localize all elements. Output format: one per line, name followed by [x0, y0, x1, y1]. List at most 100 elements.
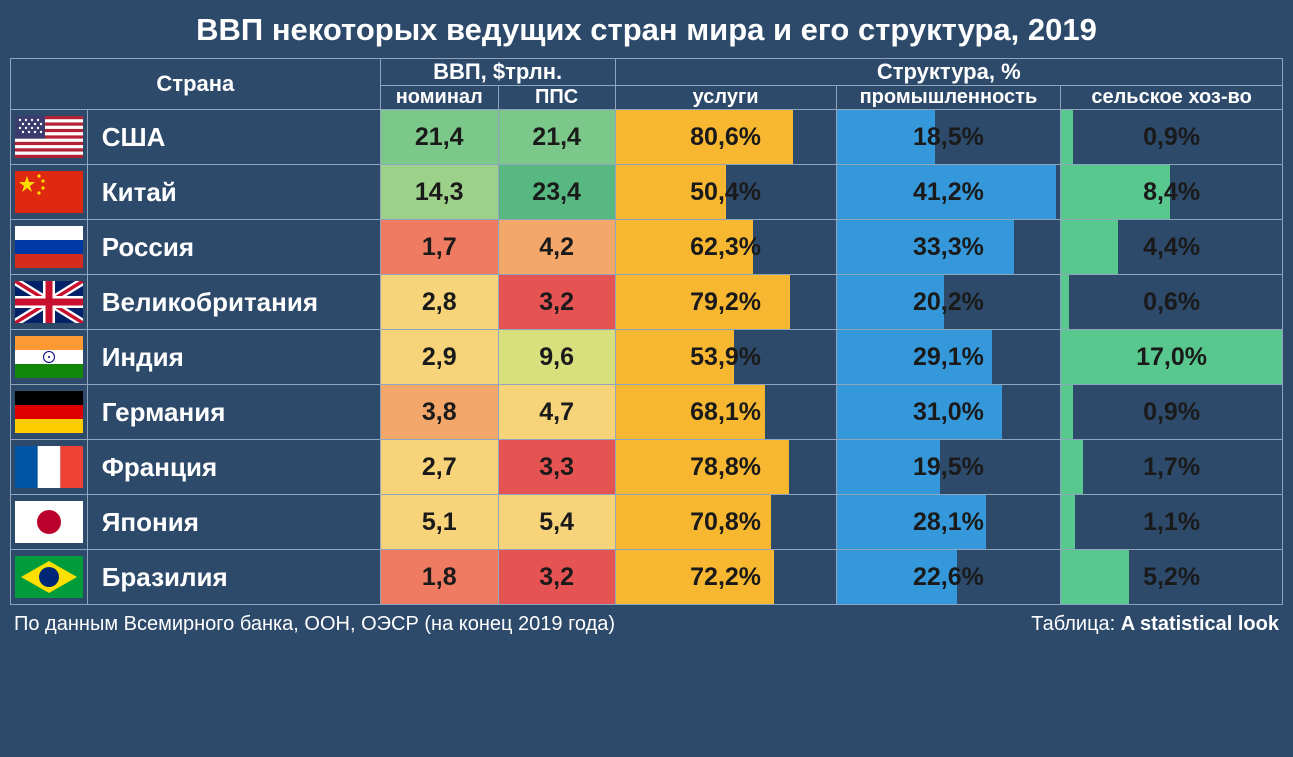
flag-germany-icon	[11, 385, 88, 440]
services-cell: 53,9%	[615, 330, 836, 385]
agriculture-value: 0,9%	[1143, 385, 1200, 439]
country-name: Германия	[87, 385, 380, 440]
industry-value: 20,2%	[913, 275, 984, 329]
agriculture-cell: 4,4%	[1061, 220, 1283, 275]
industry-cell: 29,1%	[836, 330, 1061, 385]
industry-cell: 33,3%	[836, 220, 1061, 275]
agriculture-value: 1,7%	[1143, 440, 1200, 494]
industry-cell: 22,6%	[836, 550, 1061, 605]
industry-cell: 31,0%	[836, 385, 1061, 440]
gdp-ppp: 5,4	[498, 495, 615, 550]
agriculture-cell: 1,7%	[1061, 440, 1283, 495]
gdp-infographic: ВВП некоторых ведущих стран мира и его с…	[0, 0, 1293, 757]
services-cell: 80,6%	[615, 110, 836, 165]
agriculture-value: 8,4%	[1143, 165, 1200, 219]
country-name: Бразилия	[87, 550, 380, 605]
gdp-nominal: 21,4	[380, 110, 498, 165]
table-row: Бразилия1,83,272,2%22,6%5,2%	[11, 550, 1283, 605]
country-name: Великобритания	[87, 275, 380, 330]
gdp-ppp: 21,4	[498, 110, 615, 165]
industry-value: 29,1%	[913, 330, 984, 384]
flag-uk-icon	[11, 275, 88, 330]
agriculture-cell: 17,0%	[1061, 330, 1283, 385]
industry-cell: 41,2%	[836, 165, 1061, 220]
th-industry: промышленность	[836, 86, 1061, 110]
agriculture-cell: 0,6%	[1061, 275, 1283, 330]
industry-cell: 19,5%	[836, 440, 1061, 495]
table-row: Франция2,73,3 78,8% 19,5% 1,7%	[11, 440, 1283, 495]
table-row: Великобритания2,83,2 79,2% 20,2% 0,6%	[11, 275, 1283, 330]
services-cell: 78,8%	[615, 440, 836, 495]
th-services: услуги	[615, 86, 836, 110]
gdp-nominal: 2,7	[380, 440, 498, 495]
flag-japan-icon	[11, 495, 88, 550]
country-name: Китай	[87, 165, 380, 220]
services-cell: 68,1%	[615, 385, 836, 440]
footer: По данным Всемирного банка, ООН, ОЭСР (н…	[10, 605, 1283, 636]
gdp-nominal: 1,8	[380, 550, 498, 605]
agriculture-value: 5,2%	[1143, 550, 1200, 604]
agriculture-bar	[1061, 220, 1118, 274]
country-name: США	[87, 110, 380, 165]
industry-value: 22,6%	[913, 550, 984, 604]
gdp-ppp: 3,2	[498, 550, 615, 605]
table-row: США21,421,480,6%18,5%0,9%	[11, 110, 1283, 165]
industry-value: 33,3%	[913, 220, 984, 274]
agriculture-value: 0,6%	[1143, 275, 1200, 329]
gdp-ppp: 4,7	[498, 385, 615, 440]
flag-india-icon	[11, 330, 88, 385]
footer-credit: Таблица: A statistical look	[1031, 613, 1279, 636]
agriculture-cell: 0,9%	[1061, 110, 1283, 165]
flag-russia-icon	[11, 220, 88, 275]
services-value: 50,4%	[690, 165, 761, 219]
table-row: Индия2,99,653,9% 29,1% 17,0%	[11, 330, 1283, 385]
services-cell: 50,4%	[615, 165, 836, 220]
th-country: Страна	[11, 59, 381, 110]
table-row: Россия1,74,2 62,3% 33,3% 4,4%	[11, 220, 1283, 275]
gdp-ppp: 4,2	[498, 220, 615, 275]
services-value: 68,1%	[690, 385, 761, 439]
industry-cell: 20,2%	[836, 275, 1061, 330]
gdp-nominal: 5,1	[380, 495, 498, 550]
flag-france-icon	[11, 440, 88, 495]
services-value: 70,8%	[690, 495, 761, 549]
gdp-nominal: 2,8	[380, 275, 498, 330]
agriculture-value: 17,0%	[1136, 330, 1207, 384]
services-value: 79,2%	[690, 275, 761, 329]
agriculture-bar	[1061, 110, 1073, 164]
gdp-nominal: 3,8	[380, 385, 498, 440]
agriculture-cell: 1,1%	[1061, 495, 1283, 550]
gdp-nominal: 1,7	[380, 220, 498, 275]
gdp-ppp: 3,2	[498, 275, 615, 330]
industry-value: 41,2%	[913, 165, 984, 219]
services-value: 78,8%	[690, 440, 761, 494]
country-name: Япония	[87, 495, 380, 550]
gdp-nominal: 14,3	[380, 165, 498, 220]
flag-brazil-icon	[11, 550, 88, 605]
gdp-nominal: 2,9	[380, 330, 498, 385]
agriculture-bar	[1061, 275, 1069, 329]
th-gdp: ВВП, $трлн.	[380, 59, 615, 86]
agriculture-bar	[1061, 385, 1073, 439]
industry-value: 18,5%	[913, 110, 984, 164]
country-name: Россия	[87, 220, 380, 275]
services-cell: 70,8%	[615, 495, 836, 550]
gdp-ppp: 9,6	[498, 330, 615, 385]
industry-value: 19,5%	[913, 440, 984, 494]
gdp-ppp: 3,3	[498, 440, 615, 495]
agriculture-cell: 0,9%	[1061, 385, 1283, 440]
th-ppp: ППС	[498, 86, 615, 110]
th-structure: Структура, %	[615, 59, 1282, 86]
services-value: 62,3%	[690, 220, 761, 274]
services-cell: 79,2%	[615, 275, 836, 330]
country-name: Индия	[87, 330, 380, 385]
flag-usa-icon	[11, 110, 88, 165]
agriculture-value: 1,1%	[1143, 495, 1200, 549]
country-name: Франция	[87, 440, 380, 495]
agriculture-bar	[1061, 440, 1083, 494]
agriculture-cell: 8,4%	[1061, 165, 1283, 220]
flag-china-icon	[11, 165, 88, 220]
th-nominal: номинал	[380, 86, 498, 110]
table-row: Китай14,323,450,4%41,2%8,4%	[11, 165, 1283, 220]
services-cell: 62,3%	[615, 220, 836, 275]
